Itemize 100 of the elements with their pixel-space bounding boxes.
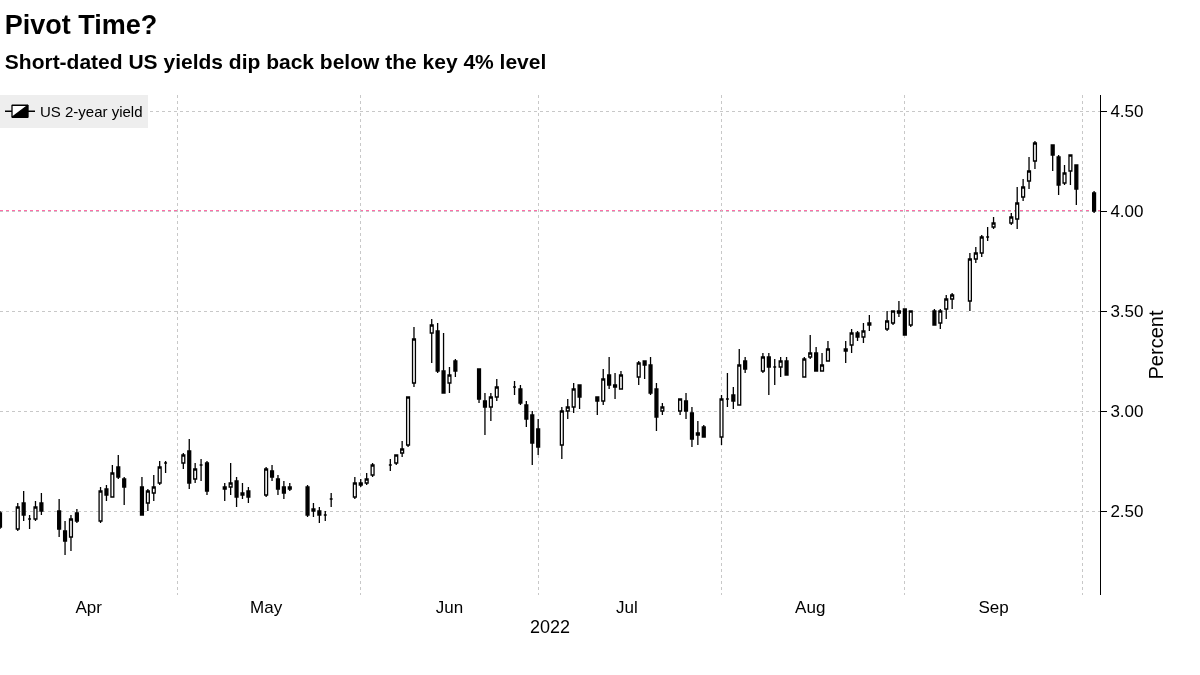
y-tick-label: 2.50	[1110, 501, 1144, 521]
candlestick	[719, 394, 724, 446]
x-tick-label: Jun	[435, 598, 464, 617]
candlestick	[867, 314, 872, 332]
candlestick	[352, 476, 357, 500]
candlestick	[601, 368, 606, 406]
candlestick	[825, 340, 831, 362]
candlestick	[985, 226, 990, 242]
candlestick	[1009, 212, 1014, 226]
candlestick	[364, 472, 369, 486]
candlestick	[370, 462, 375, 478]
candlestick	[1026, 156, 1032, 190]
candlestick	[1015, 186, 1020, 230]
candlestick	[139, 476, 145, 516]
candlestick	[68, 514, 74, 552]
candlestick	[559, 406, 564, 460]
candlestick	[536, 418, 541, 456]
candlestick	[323, 510, 328, 522]
y-axis-title: Percent	[1145, 310, 1168, 380]
candlestick	[819, 352, 825, 372]
chart-title: Pivot Time?	[4, 9, 158, 40]
candlestick	[329, 492, 334, 508]
candlestick	[772, 358, 777, 386]
candlestick	[405, 396, 411, 448]
chart-subtitle: Short-dated US yields dip back below the key 4% level	[4, 49, 547, 73]
candlestick	[524, 400, 529, 428]
candlestick	[264, 466, 269, 498]
candlestick	[530, 410, 535, 466]
y-tick-label: 4.00	[1110, 201, 1144, 221]
candlestick	[760, 352, 765, 374]
candlestick	[193, 462, 198, 484]
candlestick	[157, 460, 162, 486]
candlestick	[689, 406, 695, 448]
candlestick	[411, 326, 417, 388]
candlestick	[991, 216, 996, 230]
candlestick	[967, 252, 972, 312]
candlestick	[518, 384, 523, 406]
candlestick	[281, 480, 286, 500]
candlestick	[453, 358, 458, 378]
candlestick	[482, 392, 488, 436]
candlestick	[766, 352, 771, 396]
candlestick	[843, 340, 848, 364]
candlestick	[607, 356, 612, 390]
candlestick	[890, 310, 896, 326]
candlestick	[612, 372, 618, 400]
x-tick-label: Apr	[75, 598, 103, 617]
candlestick	[122, 476, 127, 506]
candlestick	[743, 356, 748, 374]
candlestick	[979, 234, 984, 258]
candlestick	[222, 482, 227, 502]
candlestick	[358, 478, 363, 488]
candlestick	[725, 372, 730, 408]
candlestick	[701, 424, 706, 438]
candlestick	[187, 438, 192, 490]
candlestick	[388, 458, 393, 472]
candlestick	[636, 360, 641, 386]
legend-label: US 2-year yield	[40, 103, 143, 121]
candlestick	[269, 464, 275, 482]
candlestick	[151, 474, 156, 502]
x-axis-title: 2022	[529, 617, 571, 638]
candlestick	[902, 308, 907, 336]
candlestick	[74, 508, 79, 524]
y-tick-label: 3.50	[1110, 301, 1144, 321]
candlestick	[198, 458, 204, 482]
candlestick	[595, 396, 600, 416]
x-tick-label: Aug	[795, 598, 826, 617]
x-tick-label: Sep	[978, 598, 1009, 617]
candlestick	[204, 460, 210, 496]
candlestick	[163, 460, 168, 474]
candlestick	[737, 348, 742, 406]
y-tick-label: 3.00	[1110, 401, 1144, 421]
candlestick	[814, 346, 819, 372]
candlestick	[394, 454, 399, 466]
candlestick	[27, 514, 32, 530]
candlestick	[973, 246, 978, 264]
candlestick	[950, 292, 955, 310]
candlestick	[275, 474, 281, 496]
candlestick	[618, 370, 624, 390]
candlestick	[488, 392, 493, 422]
candlestick	[678, 398, 683, 416]
candlestick	[57, 498, 62, 538]
candlestick	[181, 452, 186, 470]
candlestick	[287, 482, 292, 492]
candlestick	[683, 392, 689, 420]
candlestick	[21, 490, 26, 522]
candlestick	[808, 334, 813, 360]
candlestick	[15, 502, 20, 532]
candlestick	[62, 520, 68, 556]
candlestick	[695, 420, 700, 446]
candlestick	[476, 368, 482, 404]
candlestick	[802, 356, 807, 378]
candlestick	[1050, 144, 1055, 172]
candlestick	[944, 294, 949, 320]
candlestick	[429, 318, 434, 364]
x-tick-label: May	[250, 598, 283, 617]
candlestick	[1021, 178, 1026, 202]
candlestick	[885, 310, 890, 332]
candlestick	[908, 310, 913, 328]
candlestick	[731, 386, 736, 410]
x-tick-label: Jul	[616, 598, 638, 617]
